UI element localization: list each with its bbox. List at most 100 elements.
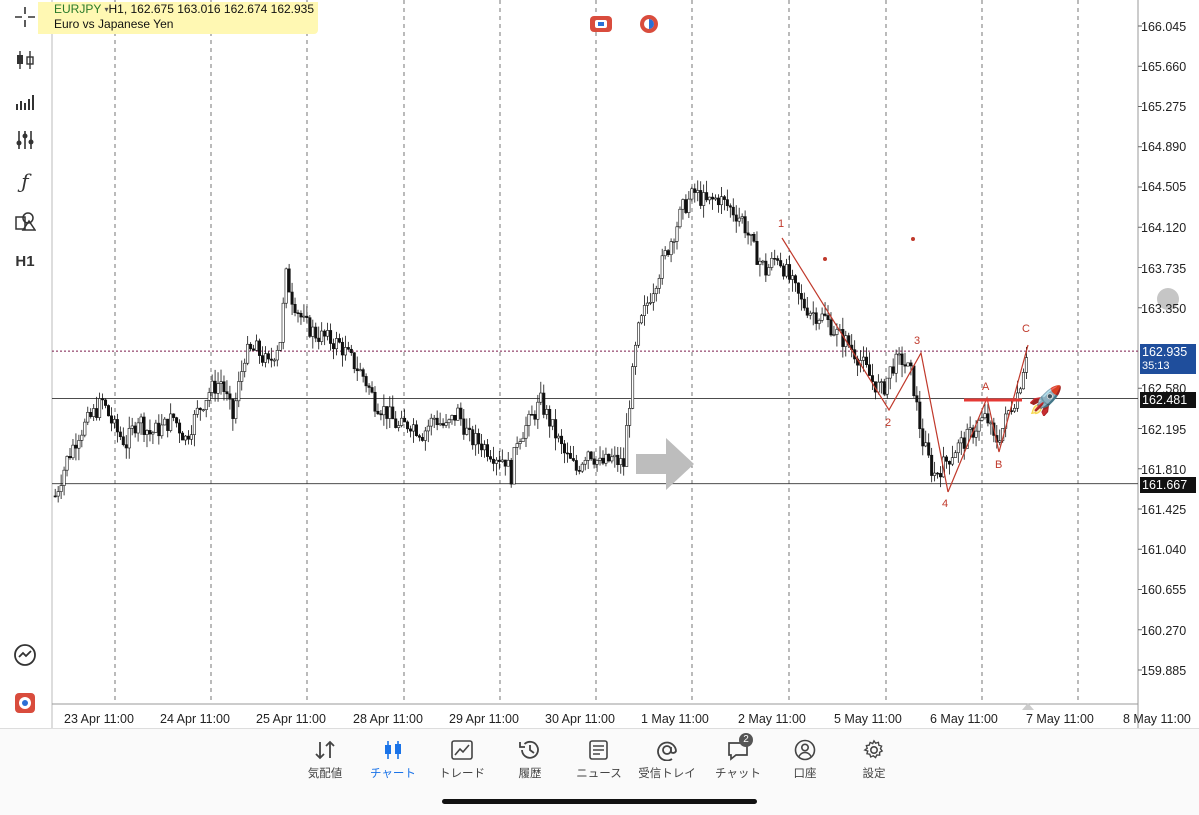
candle-body [648,301,652,304]
candle-body [974,430,978,438]
candle-body [388,406,392,419]
candle-body [770,257,774,268]
candle-body [637,322,641,346]
candle-body [586,451,590,461]
candle-body [684,199,688,213]
candle-body [604,453,608,464]
candle-body [687,198,691,213]
price-chart[interactable] [0,0,1199,728]
candle-body [497,459,501,462]
candle-body [346,347,350,350]
candle-body [367,385,371,388]
nav-history[interactable]: 履歴 [495,737,565,781]
crosshair-icon[interactable] [8,2,42,32]
home-indicator [442,799,757,804]
market-watch-icon[interactable] [8,640,42,670]
candle-body [252,348,256,351]
candle-body [106,405,110,417]
candle-body [62,469,66,486]
nav-news[interactable]: ニュース [564,737,634,781]
nav-label: 受信トレイ [638,768,696,780]
candle-body [255,340,259,351]
candle-body [269,358,273,361]
depth-of-market-icon[interactable] [638,14,660,34]
symbol-dropdown-icon[interactable]: ▾ [104,4,109,14]
candle-body [186,435,190,440]
candle-body [293,304,297,313]
candle-body [361,369,365,377]
candlestick-series [53,180,1028,503]
candle-body [867,364,871,376]
nav-chat[interactable]: 2 チャット [703,733,773,781]
candle-body [782,265,786,277]
nav-mailbox[interactable]: 受信トレイ [632,737,702,781]
candle-body [568,453,572,459]
candle-body [536,401,540,420]
nav-settings[interactable]: 設定 [839,737,909,781]
candle-body [459,407,463,420]
candle-body [814,312,818,324]
candle-body [249,343,253,350]
price-tick: 161.040 [1141,543,1187,557]
current-price: 162.935 [1142,345,1188,359]
candle-body [77,440,81,449]
objects-icon[interactable] [8,206,42,236]
candle-body [136,422,140,434]
candle-body [234,400,238,419]
candle-body [95,408,99,418]
candle-body [705,192,709,201]
left-toolbar: ƒ H1 [0,0,50,728]
candle-body [939,473,943,478]
candle-body [115,419,119,433]
wave-label-3: 3 [914,335,921,347]
function-icon[interactable]: ƒ [21,169,29,193]
candle-body [936,472,940,475]
price-tick: 162.195 [1141,423,1187,437]
symbol-header[interactable]: EURJPY ▾H1, 162.675 163.016 162.674 162.… [38,2,319,34]
candle-body [628,408,632,426]
candle-body [453,414,457,421]
nav-account[interactable]: 口座 [770,737,840,781]
indicators-icon[interactable] [8,125,42,155]
candle-body [65,456,69,471]
bar-chart-icon[interactable] [8,86,42,116]
nav-trade[interactable]: トレード [427,737,497,781]
timeframe-label[interactable]: H1 [15,252,35,270]
candle-body [201,409,205,411]
candlestick-icon [358,737,428,763]
candle-body [491,458,495,464]
symbol-name[interactable]: EURJPY [54,2,102,16]
candle-body [468,427,472,430]
candle-body [349,348,353,354]
nav-chart[interactable]: チャート [358,737,428,781]
candle-body [915,395,919,403]
nav-quotes[interactable]: 気配値 [290,737,360,781]
candle-body [619,458,623,465]
candle-body [216,383,220,394]
at-icon [632,737,702,763]
candle-body [296,312,300,314]
candle-body [950,457,954,465]
candle-body [545,409,549,415]
one-click-trading-icon[interactable] [590,15,612,33]
level-high-badge[interactable]: 162.481 [1140,392,1196,408]
candle-body [832,334,836,336]
candle-body [240,371,244,382]
candle-body [343,347,347,356]
candle-body [260,355,264,363]
price-tick: 165.660 [1141,60,1187,74]
candle-type-icon[interactable] [8,45,42,75]
candle-body [610,456,614,462]
level-low-badge[interactable]: 161.667 [1140,477,1196,493]
chart-scroll-handle[interactable] [1157,288,1179,310]
marker-dot [911,237,915,241]
candle-body [767,267,771,276]
candle-body [329,330,333,344]
candle-body [219,381,223,384]
candle-body [554,419,558,439]
candle-body [562,443,566,454]
candle-body [944,456,948,462]
candle-body [927,442,931,456]
candle-body [986,413,990,424]
trade-panel-icon[interactable] [8,688,42,718]
